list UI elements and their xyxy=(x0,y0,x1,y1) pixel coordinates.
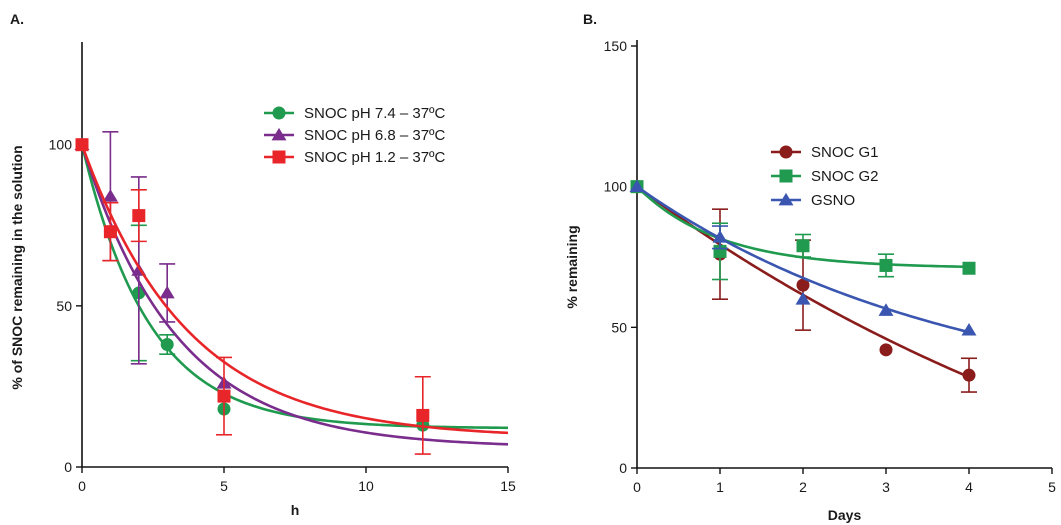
panel-a-chart: A. 0 5 10 15 0 50 100 h % of SNOC remaining in th… xyxy=(9,11,516,518)
x-tick-label: 0 xyxy=(633,479,641,495)
x-tick-label: 1 xyxy=(716,479,724,495)
y-tick-label: 100 xyxy=(604,179,628,195)
data-point xyxy=(416,408,430,422)
series-3 xyxy=(75,138,509,455)
data-point xyxy=(102,189,118,202)
x-tick-label: 4 xyxy=(965,479,973,495)
legend-label: SNOC pH 1.2 – 37ºC xyxy=(304,149,446,166)
legend-marker xyxy=(779,169,793,183)
data-point xyxy=(132,209,146,223)
legend-label: SNOC G1 xyxy=(811,144,879,161)
x-tick-label: 10 xyxy=(358,478,374,494)
y-axis-title: % remaining xyxy=(564,225,580,308)
data-point xyxy=(879,258,893,272)
legend-marker xyxy=(271,127,287,141)
y-tick-label: 50 xyxy=(611,319,627,335)
x-tick-label: 0 xyxy=(78,478,86,494)
series-3 xyxy=(629,179,977,336)
legend: SNOC G1 SNOC G2 GSNO xyxy=(771,144,879,209)
y-axis-title: % of SNOC remaining in the solution xyxy=(9,145,25,389)
data-point xyxy=(103,225,117,239)
data-point xyxy=(75,138,89,152)
y-tick-label: 100 xyxy=(49,137,73,153)
legend-marker xyxy=(272,106,286,120)
data-point xyxy=(712,230,728,243)
legend-label: SNOC G2 xyxy=(811,168,879,185)
x-tick-label: 15 xyxy=(500,478,516,494)
legend-marker xyxy=(778,192,794,206)
legend-marker xyxy=(779,145,793,159)
data-point xyxy=(878,303,894,316)
data-point xyxy=(160,338,174,352)
fit-curve xyxy=(636,185,970,334)
panel-label: A. xyxy=(10,11,24,27)
data-point xyxy=(629,179,645,193)
x-axis-title: h xyxy=(291,502,300,518)
x-tick-label: 2 xyxy=(799,479,807,495)
x-tick-label: 5 xyxy=(220,478,228,494)
y-tick-label: 150 xyxy=(604,38,628,54)
y-tick-label: 50 xyxy=(56,298,72,314)
fit-curve xyxy=(80,144,509,446)
data-point xyxy=(795,292,811,305)
x-tick-label: 5 xyxy=(1048,479,1056,495)
data-point xyxy=(962,368,976,382)
panel-label: B. xyxy=(583,11,597,27)
legend-label: SNOC pH 7.4 – 37ºC xyxy=(304,105,446,122)
legend-label: GSNO xyxy=(811,192,855,209)
y-tick-label: 0 xyxy=(64,459,72,475)
x-axis-title: Days xyxy=(828,507,862,523)
fit-curve xyxy=(80,144,509,435)
y-tick-label: 0 xyxy=(619,460,627,476)
data-point xyxy=(879,343,893,357)
data-point xyxy=(159,285,175,299)
data-point xyxy=(217,389,231,403)
data-point xyxy=(962,261,976,275)
legend-label: SNOC pH 6.8 – 37ºC xyxy=(304,127,446,144)
data-point xyxy=(796,278,810,292)
x-tick-label: 3 xyxy=(882,479,890,495)
legend-marker xyxy=(272,150,286,164)
data-point xyxy=(796,239,810,253)
legend: SNOC pH 7.4 – 37ºC SNOC pH 6.8 – 37ºC SNOC… xyxy=(264,105,446,166)
data-point xyxy=(961,322,977,336)
